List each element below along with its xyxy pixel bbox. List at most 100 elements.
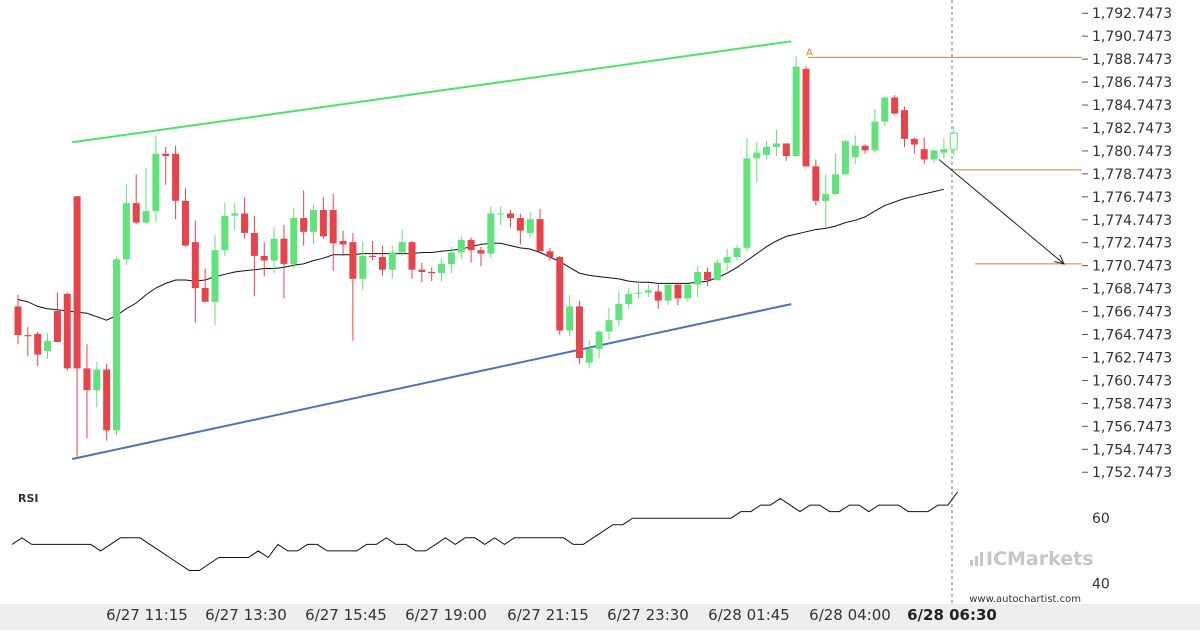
candle-body bbox=[329, 210, 337, 244]
candle-body bbox=[566, 306, 574, 331]
candle-body bbox=[802, 68, 810, 167]
y-tick-label: 1,790.7473 bbox=[1092, 29, 1172, 45]
source-url: www.autochartist.com bbox=[969, 594, 1081, 605]
x-tick-label: 6/27 13:30 bbox=[205, 606, 287, 624]
logo-bar bbox=[975, 556, 978, 566]
y-tick-label: 1,772.7473 bbox=[1092, 236, 1172, 252]
x-axis: 6/27 11:15 6/27 13:30 6/27 15:45 6/27 19:00… bbox=[106, 606, 997, 624]
x-tick-label: 6/28 01:45 bbox=[708, 606, 790, 624]
candle-body bbox=[792, 66, 800, 157]
candle-body bbox=[14, 306, 22, 336]
candle-body bbox=[103, 369, 111, 431]
candle-body bbox=[615, 304, 623, 321]
y-tick-label: 1,752.7473 bbox=[1092, 465, 1172, 481]
candle-body bbox=[339, 240, 347, 245]
price-axis-area bbox=[1082, 0, 1200, 630]
moving-average bbox=[17, 188, 945, 321]
candle-body bbox=[438, 263, 446, 274]
logo-bar bbox=[970, 560, 973, 566]
candle-body bbox=[704, 271, 711, 280]
candle-body bbox=[44, 340, 52, 352]
y-tick-label: 1,762.7473 bbox=[1092, 350, 1172, 366]
x-tick-label: 6/27 19:00 bbox=[405, 606, 487, 624]
x-tick-label: 6/27 23:30 bbox=[607, 606, 689, 624]
candle-body bbox=[940, 149, 948, 153]
y-tick-label: 1,760.7473 bbox=[1092, 373, 1172, 389]
channel-upper-line bbox=[72, 40, 792, 144]
y-tick-label: 1,764.7473 bbox=[1092, 328, 1172, 344]
candle-body bbox=[270, 238, 278, 261]
candle-body bbox=[359, 255, 367, 279]
candle-body bbox=[162, 153, 170, 157]
candles bbox=[14, 56, 958, 457]
candle-body bbox=[280, 238, 288, 264]
candle-body bbox=[428, 271, 436, 274]
candle-body bbox=[851, 145, 859, 158]
candle-body bbox=[378, 257, 386, 270]
candle-body bbox=[575, 306, 583, 359]
y-tick-label: 1,754.7473 bbox=[1092, 442, 1172, 458]
candle-body bbox=[388, 252, 396, 270]
forecast-arrow bbox=[938, 159, 1065, 265]
candle-body bbox=[625, 293, 633, 305]
rsi-title: RSI bbox=[18, 492, 39, 505]
candle-body bbox=[349, 242, 357, 279]
candle-body bbox=[605, 320, 613, 332]
candle-body bbox=[467, 239, 475, 251]
candle-body bbox=[920, 149, 928, 160]
candle-body bbox=[516, 218, 524, 231]
candle-body bbox=[34, 333, 42, 355]
y-tick-label: 1,778.7473 bbox=[1092, 167, 1172, 183]
candle-body bbox=[684, 284, 692, 299]
candle-body bbox=[221, 215, 229, 251]
rsi-panel: RSI 60 40 bbox=[11, 491, 1110, 593]
y-tick-label: 1,768.7473 bbox=[1092, 282, 1172, 298]
x-tick-label: 6/27 21:15 bbox=[507, 606, 589, 624]
y-tick-label: 1,780.7473 bbox=[1092, 144, 1172, 160]
candle-body bbox=[398, 242, 406, 253]
y-tick-label: 1,774.7473 bbox=[1092, 213, 1172, 229]
candle-body bbox=[694, 271, 702, 285]
broker-watermark: ICMarkets bbox=[986, 548, 1094, 570]
forecast-arrow-line bbox=[938, 159, 1065, 265]
candle-body bbox=[901, 110, 908, 139]
candle-body bbox=[753, 152, 761, 159]
candle-body bbox=[585, 348, 593, 363]
candle-body bbox=[763, 146, 771, 155]
x-tick-label: 6/27 11:15 bbox=[106, 606, 188, 624]
candle-body bbox=[536, 219, 544, 252]
x-tick-label: 6/28 04:00 bbox=[809, 606, 891, 624]
moving-average-line bbox=[17, 188, 945, 321]
candle-body bbox=[841, 141, 849, 175]
candle-body bbox=[822, 193, 830, 201]
candle-body bbox=[181, 200, 189, 246]
y-tick-label: 1,766.7473 bbox=[1092, 305, 1172, 321]
candle-body bbox=[546, 251, 554, 258]
branding: ICMarkets www.autochartist.com bbox=[969, 548, 1093, 605]
candle-body bbox=[595, 331, 603, 349]
candle-body bbox=[497, 213, 505, 215]
candle-body bbox=[477, 250, 485, 254]
candle-body bbox=[63, 293, 71, 369]
y-tick-label: 1,776.7473 bbox=[1092, 190, 1172, 206]
y-tick-label: 1,784.7473 bbox=[1092, 98, 1172, 114]
y-tick-label: 1,788.7473 bbox=[1092, 52, 1172, 68]
y-tick-label: 1,792.7473 bbox=[1092, 6, 1172, 22]
y-tick-label: 1,782.7473 bbox=[1092, 121, 1172, 137]
candle-body bbox=[713, 262, 721, 280]
candle-body bbox=[930, 150, 938, 160]
candle-body bbox=[526, 219, 534, 233]
candle-body bbox=[231, 213, 239, 216]
candle-body bbox=[93, 369, 101, 391]
candle-body bbox=[369, 255, 377, 258]
candle-body bbox=[654, 291, 662, 301]
rsi-line bbox=[11, 491, 959, 571]
candle-body bbox=[319, 210, 327, 237]
candle-body bbox=[664, 284, 672, 301]
candle-body bbox=[290, 218, 298, 264]
candle-body bbox=[142, 211, 150, 223]
candle-body bbox=[674, 284, 682, 299]
candle-body bbox=[260, 255, 268, 261]
candle-body bbox=[83, 368, 91, 391]
